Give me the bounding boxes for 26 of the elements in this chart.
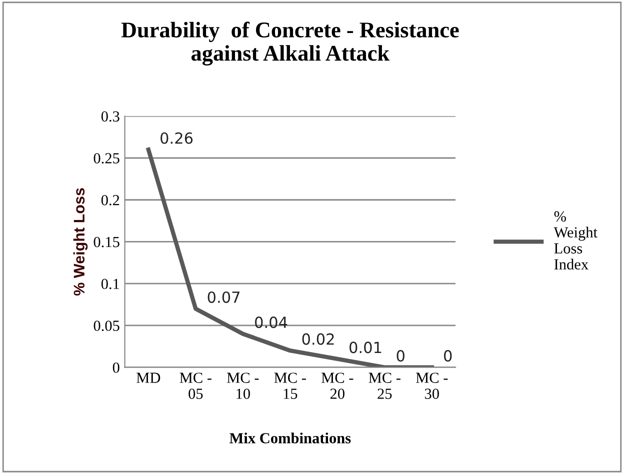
y-tick-label: 0.25: [94, 153, 120, 164]
x-tick-label: MC - 25: [368, 372, 400, 399]
chart-title: Durability of Concrete - Resistance against Alkali Attack: [121, 22, 459, 66]
data-label: 0: [396, 350, 404, 362]
x-axis-title: Mix Combinations: [230, 432, 351, 444]
data-label: 0: [444, 350, 452, 362]
legend-label: % Weight Loss Index: [554, 211, 598, 270]
data-label: 0.26: [160, 132, 193, 144]
y-tick-label: 0.15: [94, 236, 120, 248]
x-tick-label: MC - 15: [274, 372, 306, 399]
x-tick-label: MC - 05: [180, 372, 212, 399]
line-series: [146, 148, 434, 368]
x-tick-label: MD: [136, 372, 160, 383]
data-label: 0.02: [302, 333, 334, 345]
y-tick-label: 0.1: [101, 278, 120, 290]
x-tick-label: MC - 30: [416, 372, 448, 399]
y-tick-label: 0.2: [101, 195, 120, 206]
data-label: 0.07: [208, 291, 240, 303]
y-axis-title: % Weight Loss: [73, 188, 88, 296]
y-tick-label: 0.3: [101, 111, 120, 122]
x-tick-label: MC - 10: [227, 372, 259, 399]
data-label: 0.01: [350, 342, 382, 354]
y-tick-label: 0: [112, 362, 120, 373]
data-label: 0.04: [255, 316, 288, 328]
x-tick-label: MC - 20: [322, 372, 354, 399]
y-tick-label: 0.05: [94, 320, 120, 331]
